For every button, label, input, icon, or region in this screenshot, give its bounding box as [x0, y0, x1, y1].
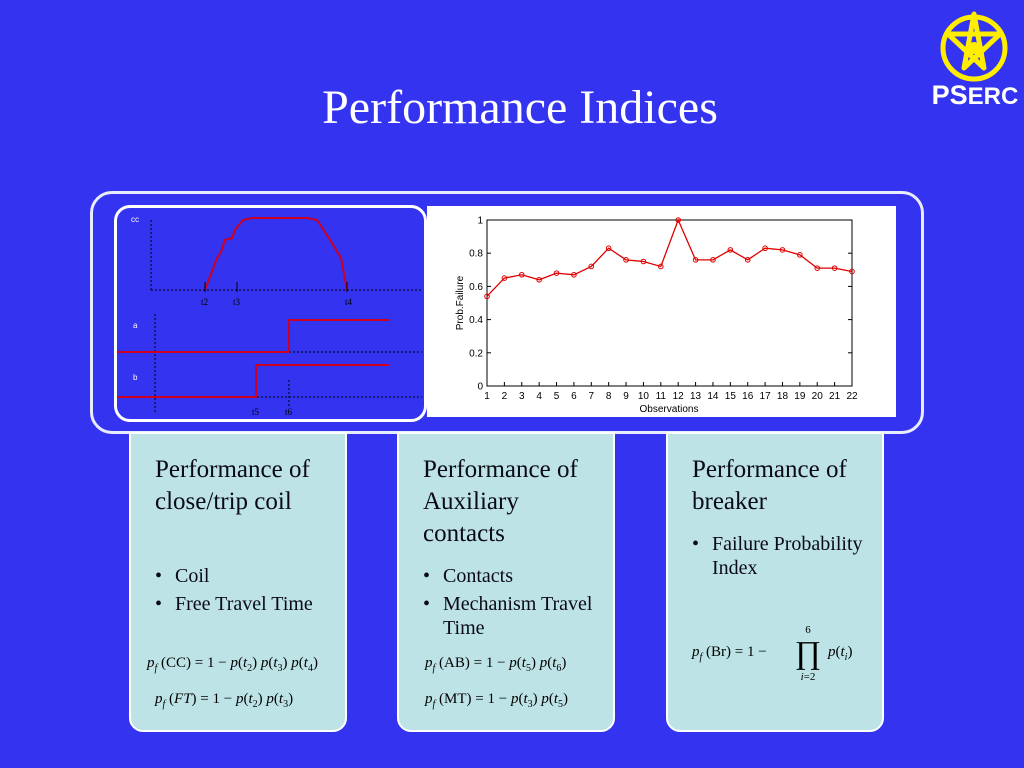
x-tick-label: 21: [829, 391, 841, 402]
x-tick-label: 3: [519, 391, 525, 402]
data-point: [571, 271, 577, 278]
x-tick-label: 13: [690, 391, 702, 402]
svg-text:pf (Br) = 1 −: pf (Br) = 1 −: [691, 644, 767, 663]
x-tick-label: 16: [742, 391, 754, 402]
x-tick-label: 19: [794, 391, 806, 402]
y-tick-label: 0.8: [469, 249, 483, 260]
data-point: [536, 276, 542, 283]
timing-label-cc: cc: [131, 215, 139, 224]
card-close-trip-coil: Performance of close/trip coil • Coil • Fr…: [129, 432, 347, 732]
data-point: [518, 271, 525, 278]
tick-t6: t6: [285, 407, 293, 417]
formula-pf-br: pf (Br) = 1 − 6 ∏ i=2 p(ti): [691, 624, 852, 683]
svg-text:6: 6: [805, 624, 811, 636]
tick-t5: t5: [252, 407, 260, 417]
data-point: [605, 245, 612, 252]
y-tick-label: 0: [477, 382, 483, 393]
x-tick-label: 22: [846, 391, 858, 402]
x-tick-label: 20: [812, 391, 824, 402]
svg-text:pf (CC) = 1 − p(t2) p(t3) p(t4: pf (CC) = 1 − p(t2) p(t3) p(t4): [146, 655, 318, 674]
svg-text:pf (AB) = 1 − p(t5) p(t6): pf (AB) = 1 − p(t5) p(t6): [424, 655, 566, 674]
data-point: [640, 258, 647, 265]
probability-chart: 0 0.2 0.4 0.6 0.8 1 1 2 3 4 5 6 7 8 9 10 11 12 13 14 15 16 17…: [427, 206, 896, 417]
pserc-star-logo: [940, 11, 1008, 82]
tick-t3: t3: [233, 297, 241, 307]
x-tick-label: 1: [484, 391, 490, 402]
x-tick-label: 7: [589, 391, 595, 402]
timing-label-a: a: [133, 321, 138, 330]
x-tick-label: 10: [638, 391, 650, 402]
data-point: [692, 257, 699, 263]
x-tick-label: 9: [623, 391, 629, 402]
formula-pf-mt: pf (MT) = 1 − p(t3) p(t5): [424, 691, 568, 710]
data-point: [762, 245, 768, 252]
bullet-list: • Failure Probability Index: [692, 532, 882, 584]
svg-text:∏: ∏: [795, 634, 821, 670]
x-tick-label: 6: [571, 391, 577, 402]
data-point: [814, 265, 821, 271]
data-point: [658, 263, 664, 270]
y-tick-label: 0.4: [469, 315, 483, 326]
y-axis-label: Prob.Failure: [455, 275, 466, 330]
x-tick-label: 8: [606, 391, 612, 402]
plot-area: [486, 219, 853, 387]
x-tick-label: 18: [777, 391, 789, 402]
tick-t4: t4: [345, 297, 353, 307]
x-axis-label: Observations: [640, 404, 699, 415]
card-breaker: Performance of breaker • Failure Probabil…: [666, 432, 884, 732]
data-point: [501, 275, 508, 281]
svg-text:pf (FT) = 1 − p(t2) p(t3): pf (FT) = 1 − p(t2) p(t3): [154, 691, 293, 710]
data-point: [744, 257, 751, 263]
page-title: Performance Indices: [322, 81, 718, 134]
card-auxiliary-contacts: Performance of Auxiliary contacts • Conta…: [397, 432, 615, 732]
x-tick-label: 12: [673, 391, 685, 402]
card-heading: Performance of Auxiliary contacts: [423, 456, 578, 547]
data-point: [675, 217, 681, 223]
bullet-list: • Coil • Free Travel Time: [155, 564, 313, 620]
timing-label-b: b: [133, 373, 138, 382]
list-item: • Coil: [155, 565, 210, 587]
list-item: • Free Travel Time: [155, 593, 313, 615]
x-tick-label: 2: [502, 391, 508, 402]
list-item: • Contacts: [423, 565, 513, 587]
data-point: [553, 270, 560, 276]
x-tick-label: 14: [707, 391, 719, 402]
list-item: • Failure Probability Index: [692, 533, 863, 579]
data-point: [797, 252, 803, 258]
data-point: [849, 268, 855, 275]
formula-pf-ft: pf (FT) = 1 − p(t2) p(t3): [154, 691, 293, 710]
formula-pf-cc: pf (CC) = 1 − p(t2) p(t3) p(t4): [146, 655, 318, 674]
x-tick-label: 17: [760, 391, 772, 402]
x-tick-label: 5: [554, 391, 560, 402]
data-point: [779, 247, 786, 253]
y-tick-label: 0.6: [469, 282, 483, 293]
data-point: [588, 263, 595, 270]
x-tick-label: 15: [725, 391, 737, 402]
y-tick-label: 1: [477, 216, 483, 227]
y-tick-label: 0.2: [469, 348, 483, 359]
cc-waveform: [204, 217, 348, 291]
svg-text:i=2: i=2: [801, 671, 816, 683]
svg-text:p(ti): p(ti): [827, 644, 852, 663]
data-point: [727, 247, 734, 253]
data-point: [831, 265, 838, 271]
data-point: [484, 293, 490, 300]
pserc-logo-text: PSERC: [931, 80, 1019, 110]
b-waveform: [117, 364, 389, 398]
card-heading: Performance of close/trip coil: [155, 456, 310, 515]
x-tick-label: 4: [536, 391, 542, 402]
list-item: • Mechanism Travel Time: [423, 593, 593, 639]
series-line: [486, 218, 853, 297]
data-point: [623, 257, 629, 263]
formula-pf-ab: pf (AB) = 1 − p(t5) p(t6): [424, 655, 566, 674]
timing-diagram: cc a b t2 t3 t4 t5 t6: [114, 205, 427, 422]
svg-text:pf (MT) = 1 − p(t3) p(t5): pf (MT) = 1 − p(t3) p(t5): [424, 691, 568, 710]
tick-t2: t2: [201, 297, 208, 307]
a-waveform: [117, 319, 389, 353]
data-point: [710, 257, 716, 263]
card-heading: Performance of breaker: [692, 456, 847, 515]
bullet-list: • Contacts • Mechanism Travel Time: [423, 564, 613, 644]
x-tick-label: 11: [656, 391, 667, 402]
